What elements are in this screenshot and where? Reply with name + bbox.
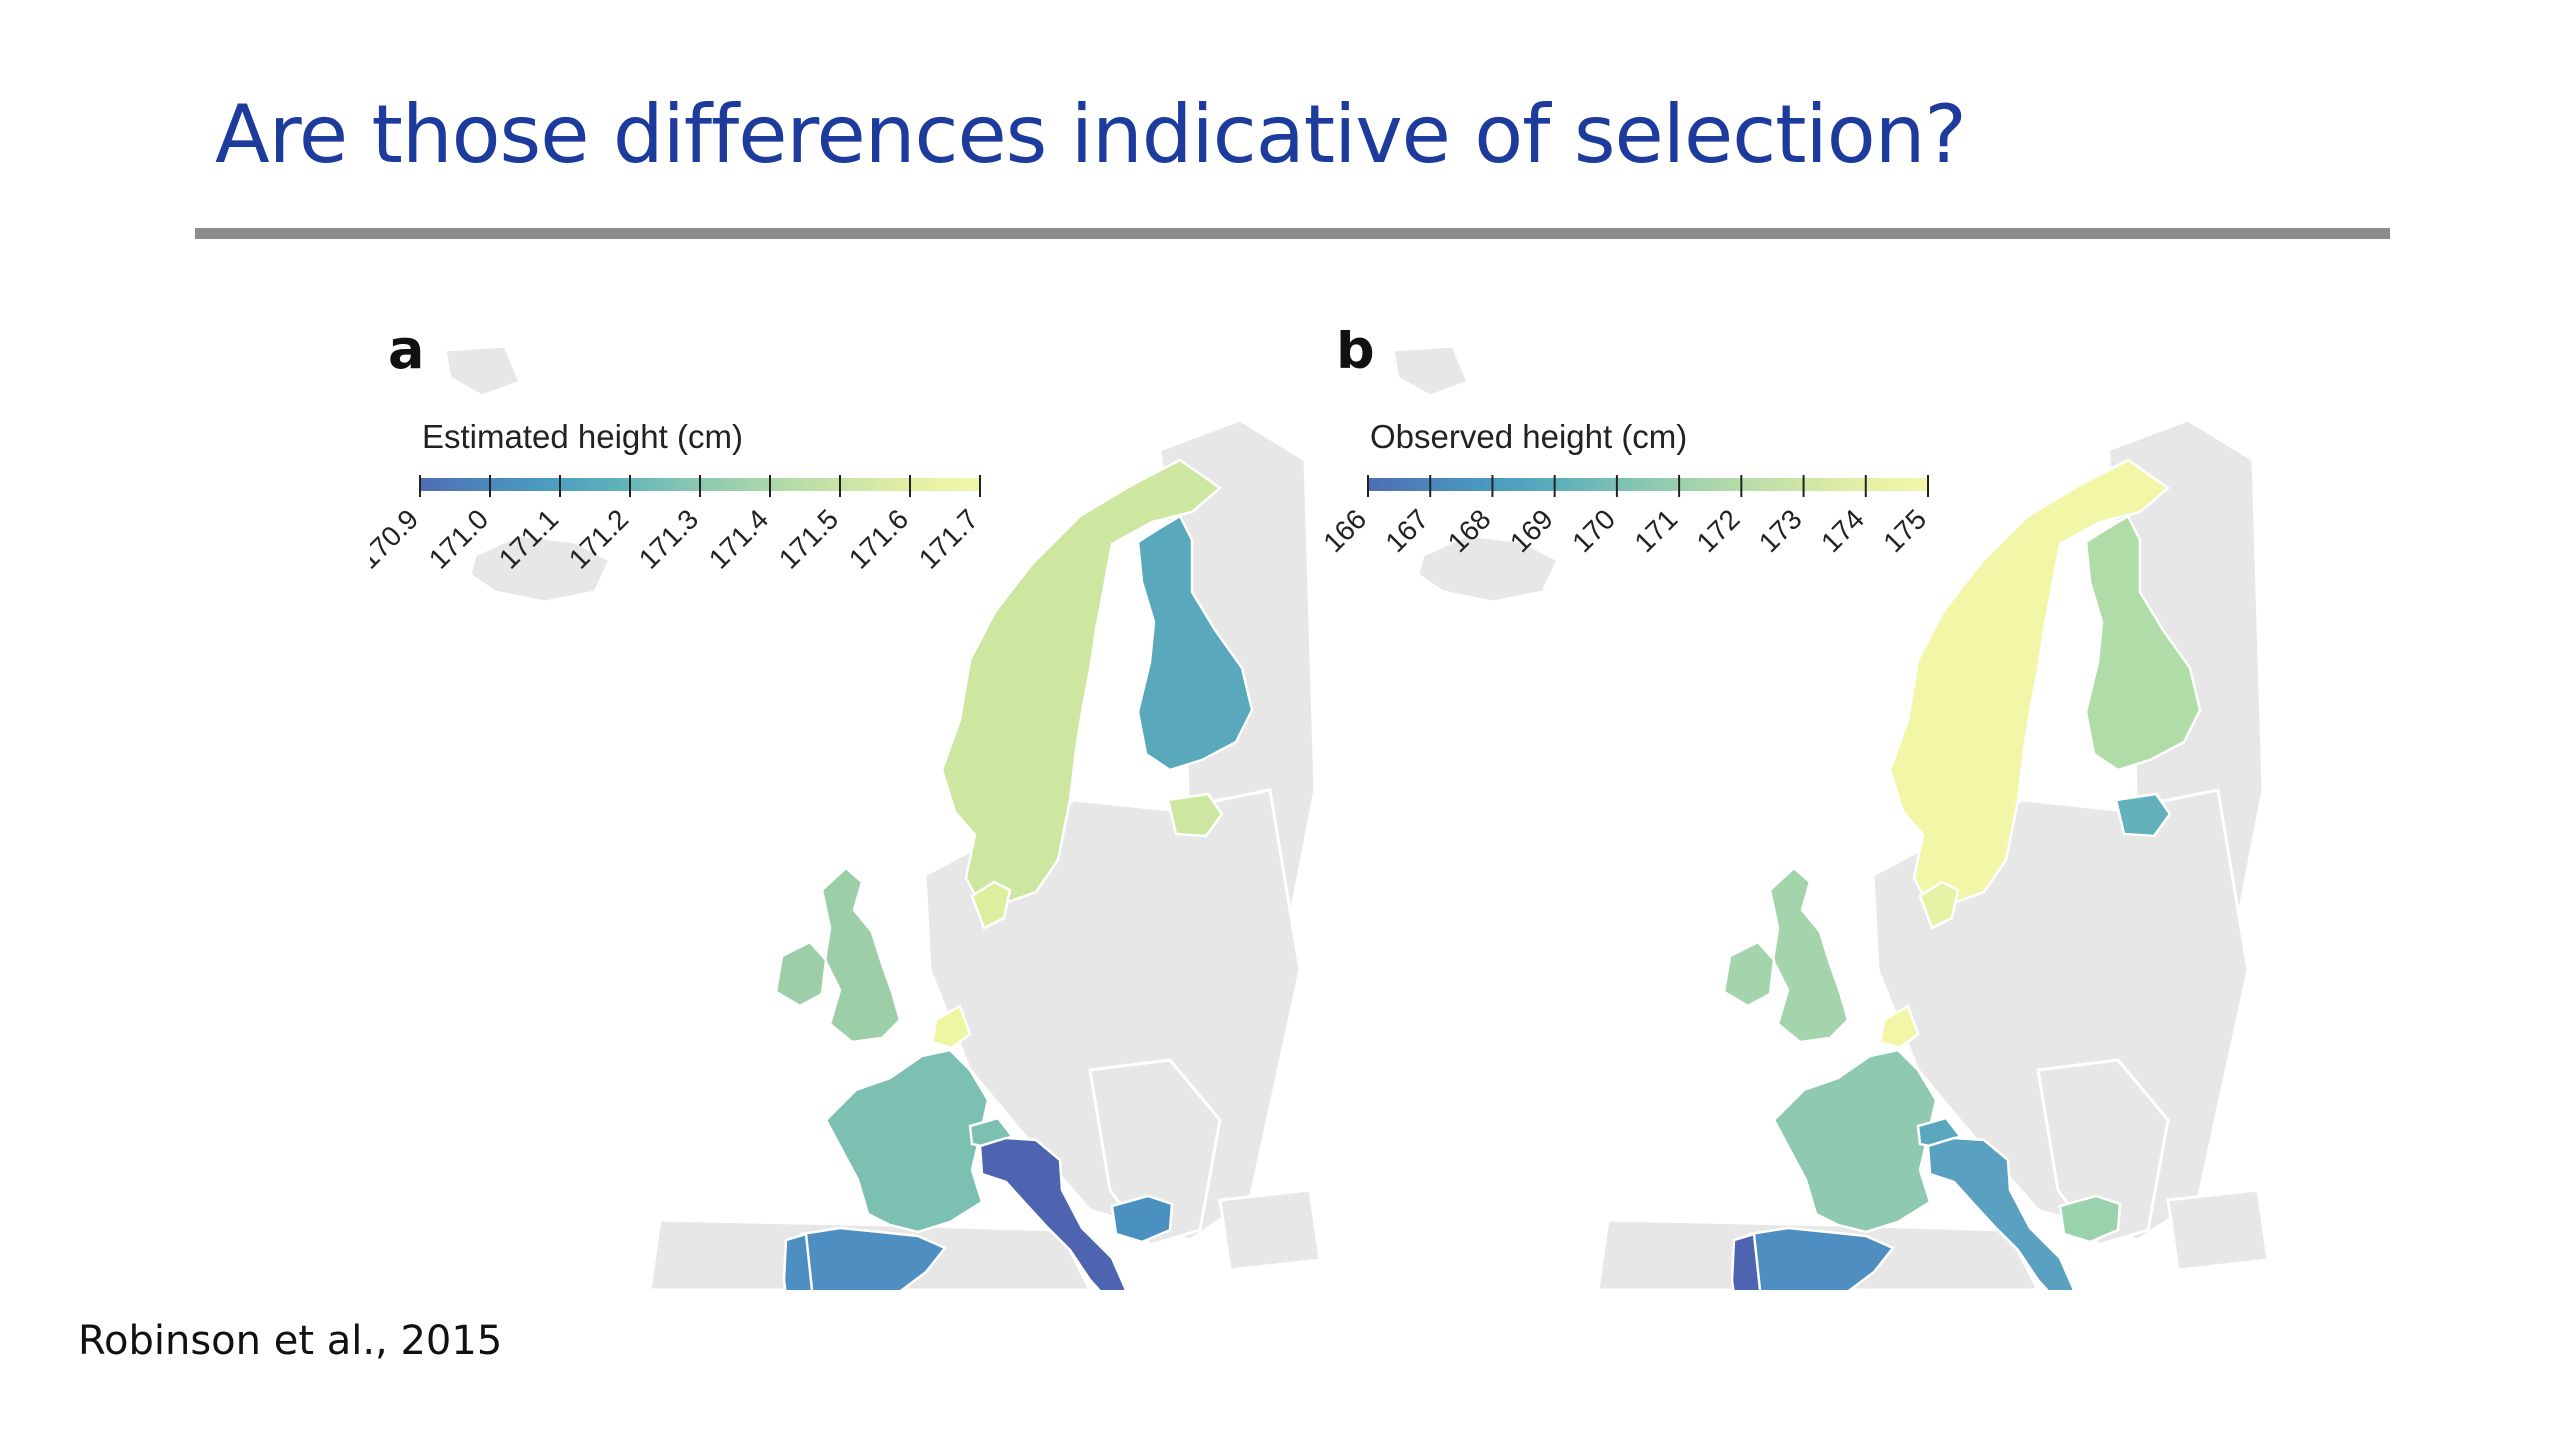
legend-tick-label: 171.5 (773, 503, 844, 574)
map-land-group (443, 344, 1322, 1290)
land-balkans (2036, 1058, 2170, 1247)
country-scandinavia (1888, 458, 2171, 910)
country-bulgaria (1110, 1194, 1174, 1244)
country-estonia (1166, 792, 1224, 838)
panel-letter: a (388, 330, 424, 381)
country-france (1772, 1048, 1938, 1234)
panel-letter: b (1336, 330, 1375, 381)
legend-tick-label: 167 (1380, 503, 1435, 558)
country-netherlands (930, 1004, 972, 1050)
legend-tick-label: 170 (1566, 503, 1621, 558)
country-netherlands (1878, 1004, 1920, 1050)
legend-tick-label: 174 (1815, 503, 1870, 558)
land-turkey-edge (2166, 1188, 2270, 1272)
country-scandinavia (940, 458, 1223, 910)
citation: Robinson et al., 2015 (78, 1318, 503, 1364)
map-land-group (1391, 344, 2270, 1290)
legend-tick-label: 172 (1691, 503, 1746, 558)
country-ireland (1722, 940, 1776, 1008)
country-spain (800, 1226, 947, 1290)
land-balkans (1088, 1058, 1222, 1247)
legend-title: Observed height (cm) (1370, 418, 1687, 455)
country-denmark (970, 880, 1012, 930)
legend-tick-label: 171.3 (633, 503, 704, 574)
country-spain (1748, 1226, 1895, 1290)
country-france (824, 1048, 990, 1234)
legend-tick-label: 175 (1877, 503, 1932, 558)
legend-tick-label: 166 (1318, 503, 1372, 558)
land-greenland-tip (443, 344, 522, 398)
country-estonia (2114, 792, 2172, 838)
legend-tick-label: 171.7 (913, 503, 984, 574)
slide-title: Are those differences indicative of sele… (215, 88, 1967, 181)
land-iceland (1416, 533, 1560, 604)
legend-tick-label: 171 (1628, 503, 1683, 558)
legend-tick-label: 171.6 (843, 503, 914, 574)
country-bulgaria (2058, 1194, 2122, 1244)
country-britain (1768, 866, 1850, 1044)
legend-tick-label: 170.9 (370, 503, 424, 574)
legend-tick-label: 171.4 (703, 503, 774, 574)
country-portugal (782, 1232, 814, 1290)
legend-title: Estimated height (cm) (422, 418, 743, 455)
title-divider (195, 228, 2390, 239)
country-italy (978, 1136, 1128, 1290)
land-iceland (468, 533, 612, 604)
country-finland (1136, 514, 1254, 772)
legend-tick-label: 173 (1753, 503, 1808, 558)
country-italy (1926, 1136, 2076, 1290)
country-denmark (1918, 880, 1960, 930)
country-ireland (774, 940, 828, 1008)
country-britain (820, 866, 902, 1044)
country-portugal (1730, 1232, 1762, 1290)
land-turkey-edge (1218, 1188, 1322, 1272)
land-greenland-tip (1391, 344, 1470, 398)
legend-color-bar (1368, 478, 1928, 491)
country-finland (2084, 514, 2202, 772)
